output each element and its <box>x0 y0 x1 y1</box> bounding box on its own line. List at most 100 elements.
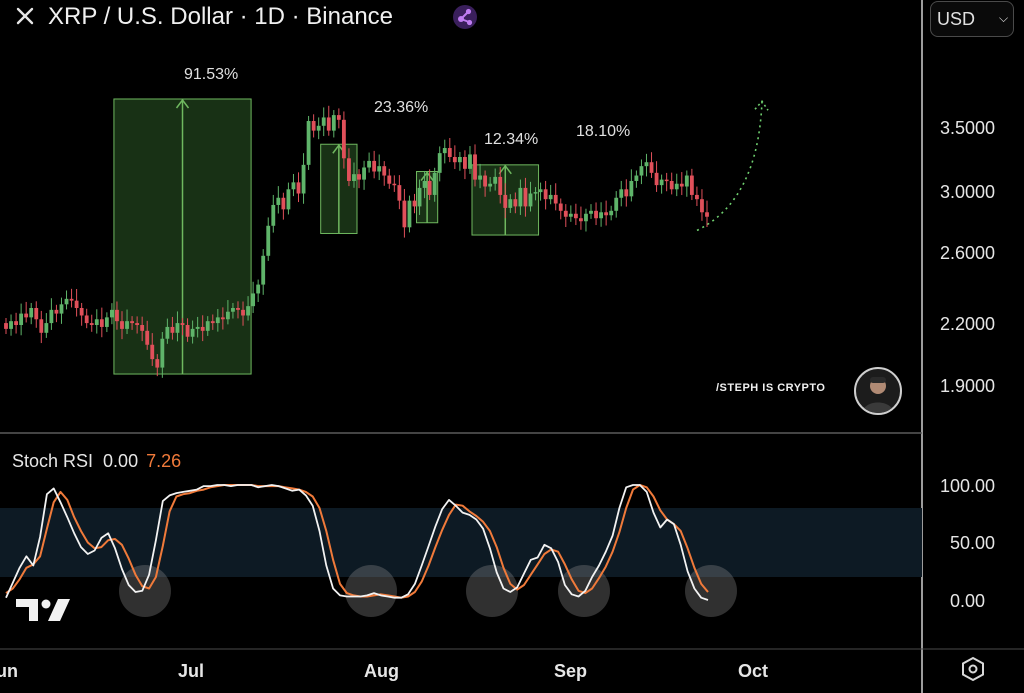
candle <box>14 312 19 334</box>
symbol-title[interactable]: XRP / U.S. Dollar · 1D · Binance <box>48 3 394 30</box>
candle-body <box>49 309 54 324</box>
candle-body <box>200 326 205 331</box>
measure-arrowhead <box>420 171 434 181</box>
close-icon[interactable] <box>16 7 34 25</box>
candle-body <box>120 321 124 329</box>
candle-body <box>619 189 624 198</box>
candle <box>165 318 170 344</box>
candle <box>104 312 109 333</box>
stoch-rsi-legend[interactable]: Stoch RSI 0.00 7.26 <box>12 451 181 472</box>
candle <box>341 111 346 169</box>
candle-body <box>170 326 175 333</box>
chevron-down-icon: ⌵ <box>999 11 1009 25</box>
candle <box>306 115 311 170</box>
candle-body <box>483 175 488 187</box>
candle-body <box>271 204 276 226</box>
candle-body <box>44 323 49 333</box>
candle-body <box>604 212 609 216</box>
candle <box>452 145 457 170</box>
candle-body <box>508 199 513 208</box>
candle-body <box>523 187 528 207</box>
candle <box>357 169 361 189</box>
candle-body <box>558 203 563 211</box>
candle-body <box>59 304 64 314</box>
candle-body <box>215 317 220 324</box>
candle-body <box>246 306 250 316</box>
stoch-rsi-title: Stoch RSI <box>12 451 94 471</box>
candle <box>478 163 482 189</box>
candle-body <box>160 338 165 368</box>
candle-body <box>34 308 39 320</box>
candle <box>195 316 200 338</box>
candle <box>281 192 286 220</box>
candle <box>291 173 296 197</box>
candle <box>563 204 568 227</box>
candle <box>387 168 392 189</box>
candle-body <box>286 189 291 210</box>
candle <box>326 105 331 136</box>
candle-body <box>347 158 351 181</box>
candle-body <box>352 174 356 181</box>
candle-body <box>231 308 235 312</box>
candle-body <box>150 344 155 360</box>
measure-label: 23.36% <box>374 99 429 116</box>
candle-body <box>513 199 518 207</box>
candle <box>392 175 397 192</box>
time-axis-tick: Sep <box>554 661 588 681</box>
watermark-text: /STEPH IS CRYPTO <box>716 382 826 394</box>
share-nodes-icon[interactable] <box>452 4 478 30</box>
candle <box>548 184 553 205</box>
candle <box>316 117 321 140</box>
candle-body <box>14 321 19 326</box>
candle-body <box>321 117 326 126</box>
candles <box>4 105 709 378</box>
candle <box>468 146 472 174</box>
stoch-k-line <box>5 484 709 601</box>
hexagon-settings-icon[interactable] <box>960 656 986 682</box>
candle <box>684 170 689 197</box>
stoch-k-value: 0.00 <box>103 451 139 471</box>
price-axis-tick: 3.5000 <box>940 118 996 138</box>
candle-body <box>205 321 210 331</box>
candle-body <box>94 319 99 326</box>
candle-body <box>397 185 402 201</box>
candle <box>261 249 266 295</box>
candle <box>473 144 477 187</box>
candle-body <box>533 192 538 194</box>
candle-body <box>700 199 704 213</box>
candle <box>634 170 639 188</box>
stoch-axis-tick: 100.00 <box>940 476 996 496</box>
candle-body <box>29 308 34 318</box>
candle-body <box>377 166 382 172</box>
candle-body <box>488 183 493 187</box>
candle-body <box>437 153 442 173</box>
candle-body <box>99 319 104 327</box>
candle <box>336 108 341 129</box>
candle <box>689 168 694 201</box>
candle <box>624 179 629 207</box>
candle <box>109 303 114 325</box>
candle-body <box>130 321 134 324</box>
candle <box>175 311 180 342</box>
candle-body <box>599 212 604 219</box>
candle <box>19 303 24 336</box>
candle-body <box>407 200 412 228</box>
candle <box>170 316 175 340</box>
candle-body <box>503 194 508 208</box>
candle-body <box>649 162 654 173</box>
measure-arrowhead <box>175 98 190 109</box>
candle <box>89 314 94 332</box>
currency-selector[interactable]: USD ⌵ <box>930 1 1014 37</box>
candle <box>296 172 301 203</box>
candle-body <box>659 179 664 186</box>
candle <box>442 139 447 164</box>
candle <box>34 301 39 328</box>
candle-body <box>362 167 366 180</box>
candle-body <box>432 172 437 195</box>
candle <box>407 195 412 233</box>
candle <box>513 192 518 214</box>
candle-body <box>468 154 472 169</box>
candle <box>84 308 89 329</box>
